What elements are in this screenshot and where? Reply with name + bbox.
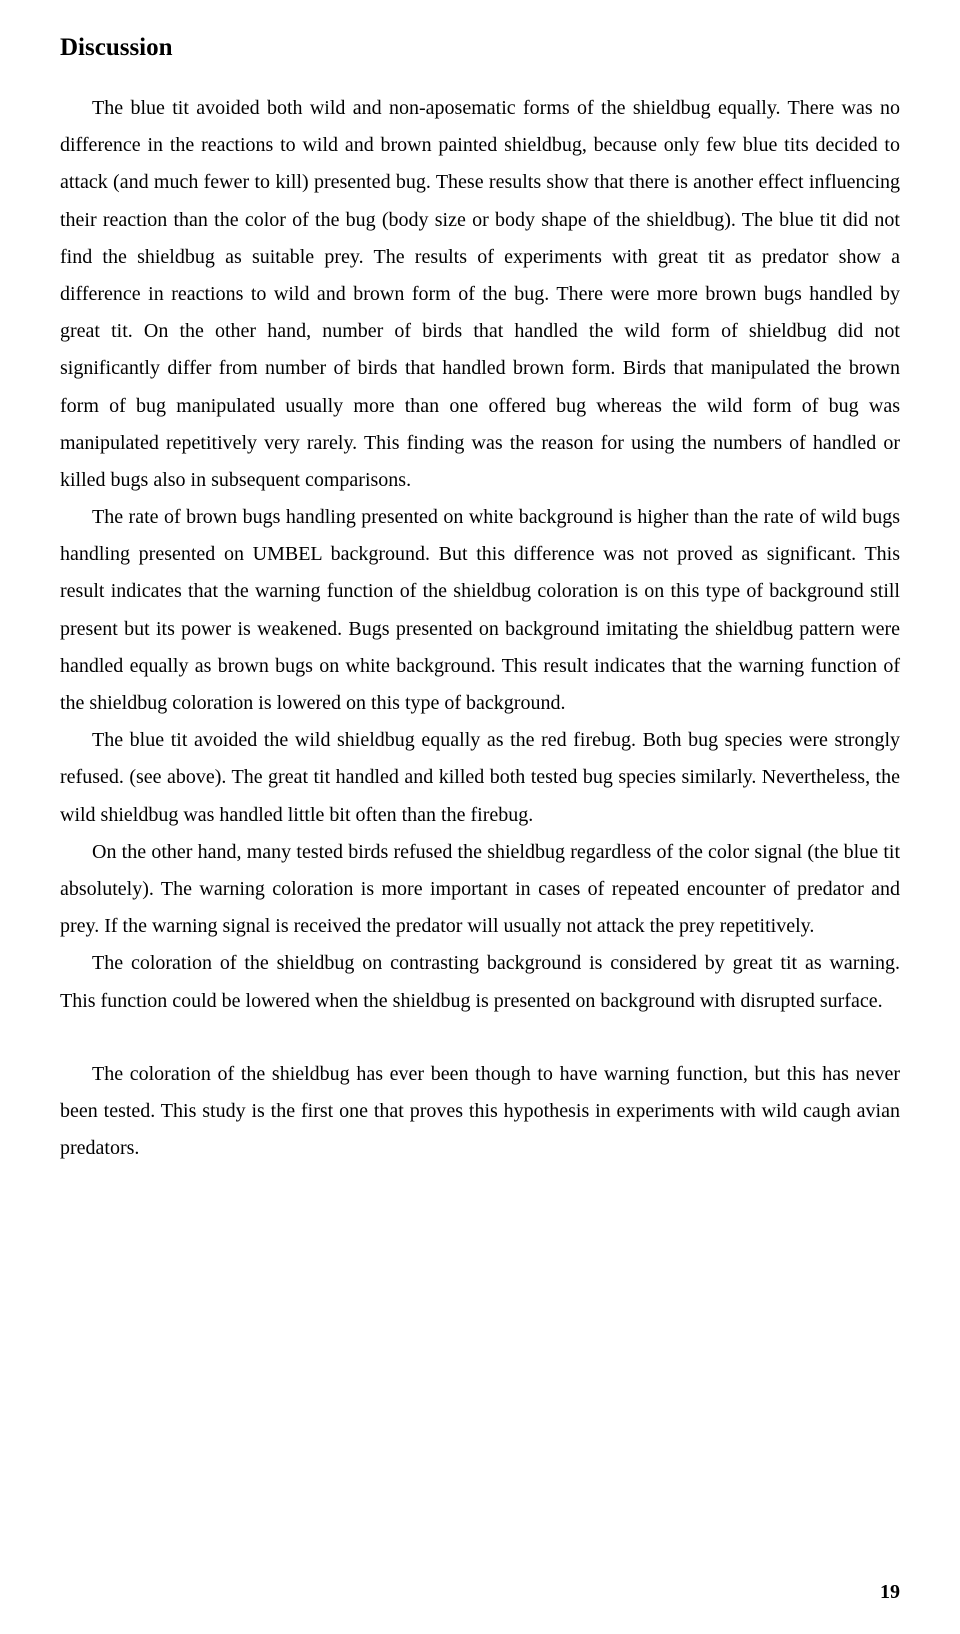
body-paragraph: On the other hand, many tested birds ref… (60, 834, 900, 946)
section-heading: Discussion (60, 34, 900, 62)
body-paragraph: The rate of brown bugs handling presente… (60, 499, 900, 722)
body-paragraph: The coloration of the shieldbug on contr… (60, 945, 900, 1019)
body-paragraph: The blue tit avoided both wild and non-a… (60, 90, 900, 499)
paragraph-gap (60, 1020, 900, 1056)
page-number: 19 (880, 1581, 900, 1604)
body-paragraph: The coloration of the shieldbug has ever… (60, 1056, 900, 1168)
body-paragraph: The blue tit avoided the wild shieldbug … (60, 722, 900, 834)
